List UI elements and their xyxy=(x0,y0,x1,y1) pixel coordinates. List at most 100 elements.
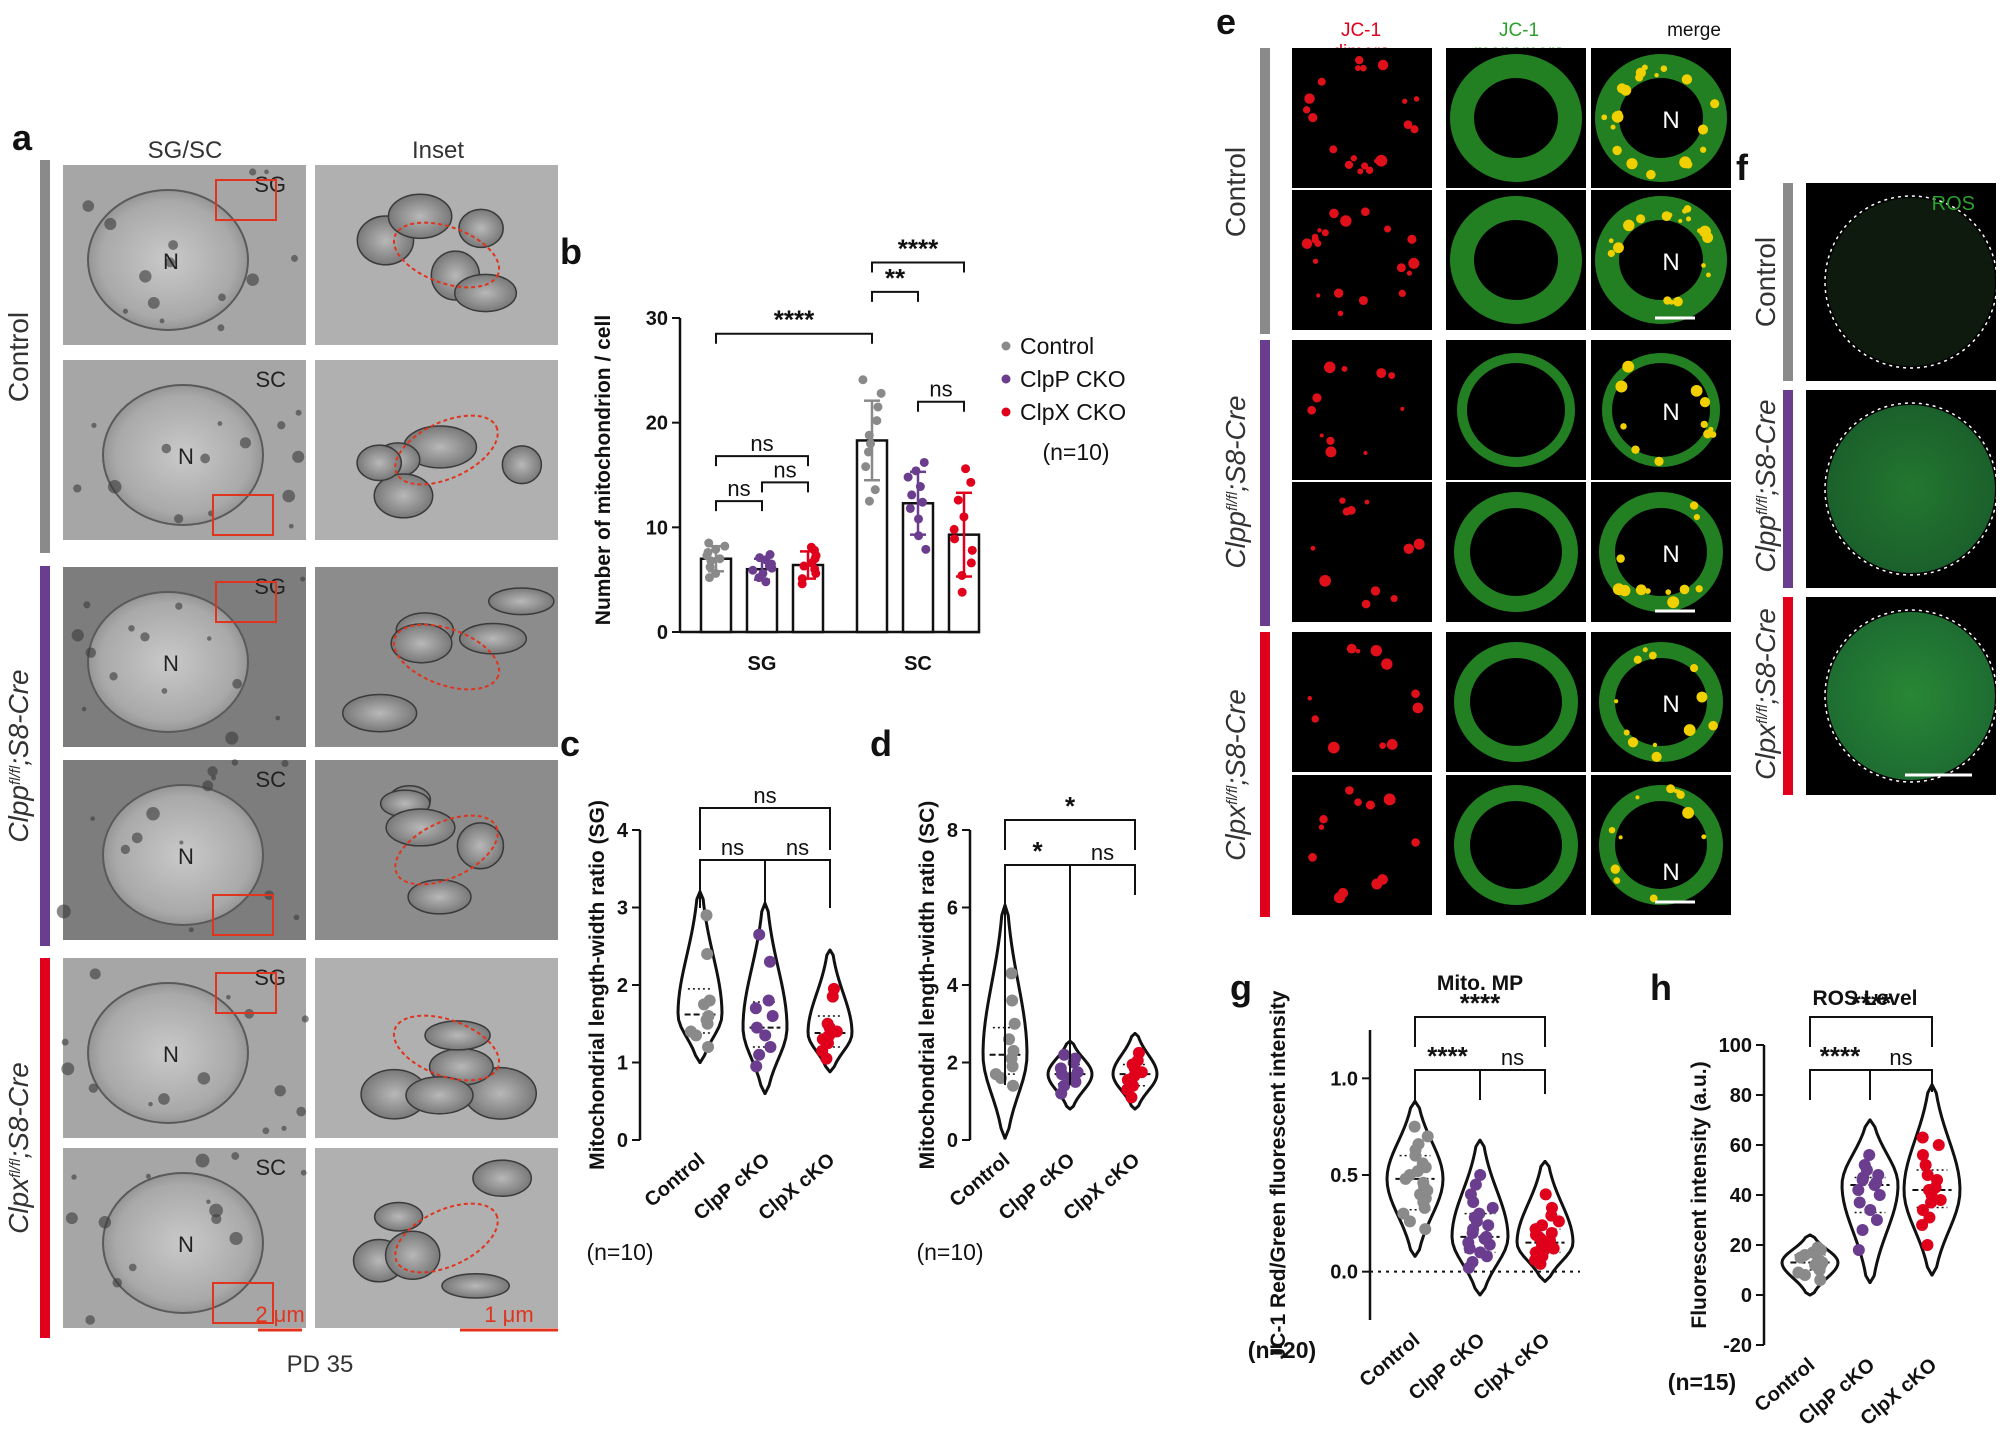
legend-entry: ClpP CKO xyxy=(1020,366,1126,392)
organelle-dot xyxy=(56,904,71,919)
data-point xyxy=(921,544,931,554)
fluorescence-tile xyxy=(1446,340,1586,480)
red-dimer-spot xyxy=(1413,96,1420,102)
red-dimer-spot xyxy=(1633,655,1642,664)
data-point xyxy=(1421,1130,1434,1143)
data-point xyxy=(1921,1169,1934,1181)
red-dimer-spot xyxy=(1396,263,1406,273)
data-point xyxy=(711,568,721,578)
significance-label: ns xyxy=(773,457,796,482)
group-label-clpp: Clppfl/fl;S8-Cre xyxy=(3,669,34,842)
organelle-dot xyxy=(139,270,152,283)
red-dimer-spot xyxy=(1679,584,1690,595)
organelle-dot xyxy=(262,1127,270,1135)
red-dimer-spot xyxy=(1646,169,1656,180)
organelle-dot xyxy=(293,914,300,921)
red-dimer-spot xyxy=(1308,853,1317,862)
red-dimer-spot xyxy=(1676,790,1685,799)
red-dimer-spot xyxy=(1390,595,1398,603)
data-point xyxy=(806,542,816,552)
data-point xyxy=(949,524,959,534)
red-dimer-spot xyxy=(1699,396,1711,408)
data-point xyxy=(827,982,840,995)
data-point xyxy=(753,1048,766,1061)
x-group-label: SC xyxy=(904,653,932,675)
y-axis-label: Number of mitochondrion / cell xyxy=(592,315,615,625)
green-monomer-ring xyxy=(1599,642,1723,762)
data-point xyxy=(1872,1169,1885,1181)
data-point xyxy=(872,416,882,426)
f-bar-control xyxy=(1783,183,1793,381)
red-dimer-spot xyxy=(1383,793,1396,806)
organelle-dot xyxy=(295,409,302,416)
header-dimers-1: JC-1 xyxy=(1341,20,1381,41)
data-point xyxy=(905,503,915,513)
data-point xyxy=(761,577,771,587)
data-point xyxy=(1132,1046,1145,1059)
violin-outline xyxy=(1385,1100,1445,1258)
data-point xyxy=(797,574,807,584)
significance-bracket xyxy=(1414,1016,1546,1047)
data-point xyxy=(1864,1204,1877,1216)
data-point xyxy=(1068,1052,1081,1065)
fluorescence-tile xyxy=(1292,775,1432,915)
panel-label-a: a xyxy=(12,117,33,158)
red-dimer-spot xyxy=(1360,64,1367,72)
panel-label-g: g xyxy=(1230,967,1252,1008)
significance-bracket xyxy=(761,481,809,493)
significance-label: ns xyxy=(721,835,744,860)
significance-bracket xyxy=(1869,1069,1933,1092)
organelle-dot xyxy=(161,443,172,454)
red-dimer-spot xyxy=(1690,664,1699,673)
highlighted-mitochondrion xyxy=(392,1014,501,1082)
data-point xyxy=(702,1041,715,1053)
green-monomer-ring xyxy=(1450,196,1582,324)
organelle-dot xyxy=(296,1106,306,1117)
red-dimer-spot xyxy=(1344,160,1354,170)
red-dimer-spot xyxy=(1415,702,1422,709)
f-bar-clpp xyxy=(1783,390,1793,588)
data-point xyxy=(750,1060,763,1073)
red-dimer-spot xyxy=(1355,56,1364,65)
red-dimer-spot xyxy=(1663,296,1672,305)
e-bar-control xyxy=(1260,48,1270,334)
red-dimer-spot xyxy=(1400,406,1405,411)
green-monomer-ring xyxy=(1599,492,1723,612)
data-point xyxy=(1480,1230,1493,1243)
red-dimer-spot xyxy=(1337,310,1344,317)
red-dimer-spot xyxy=(1601,114,1608,121)
green-monomer-ring xyxy=(1595,196,1727,324)
data-point xyxy=(1473,1207,1486,1220)
chart-title: Mito. MP xyxy=(1437,972,1523,995)
data-point xyxy=(914,531,924,541)
mitochondrion xyxy=(472,1159,533,1198)
red-dimer-spot xyxy=(1649,894,1658,903)
data-point xyxy=(701,948,714,960)
y-tick-label: 20 xyxy=(1730,1235,1752,1257)
data-point xyxy=(1417,1176,1430,1189)
ros-cell-outline xyxy=(1824,609,1998,783)
red-dimer-spot xyxy=(1357,168,1364,175)
data-point xyxy=(858,375,868,385)
significance-label: **** xyxy=(1460,988,1501,1018)
red-dimer-spot xyxy=(1685,216,1692,222)
header-monomers-1: JC-1 xyxy=(1499,20,1539,41)
red-dimer-spot xyxy=(1354,798,1362,807)
red-dimer-spot xyxy=(1695,585,1703,593)
red-dimer-spot xyxy=(1626,158,1638,170)
data-point xyxy=(1536,1219,1549,1232)
organelle-dot xyxy=(300,1169,307,1176)
red-dimer-spot xyxy=(1616,110,1623,117)
red-dimer-spot xyxy=(1365,166,1374,174)
organelle-dot xyxy=(218,293,226,302)
y-tick-label: 100 xyxy=(1719,1035,1752,1057)
significance-label: **** xyxy=(774,305,815,335)
y-tick-label: 2 xyxy=(947,1053,958,1075)
legend-marker xyxy=(1001,407,1011,417)
organelle-dot xyxy=(168,240,179,250)
data-point xyxy=(1814,1274,1827,1286)
data-point xyxy=(1474,1246,1487,1259)
red-dimer-spot xyxy=(1324,361,1336,374)
mitochondrion xyxy=(424,1020,491,1051)
data-point xyxy=(711,544,721,554)
